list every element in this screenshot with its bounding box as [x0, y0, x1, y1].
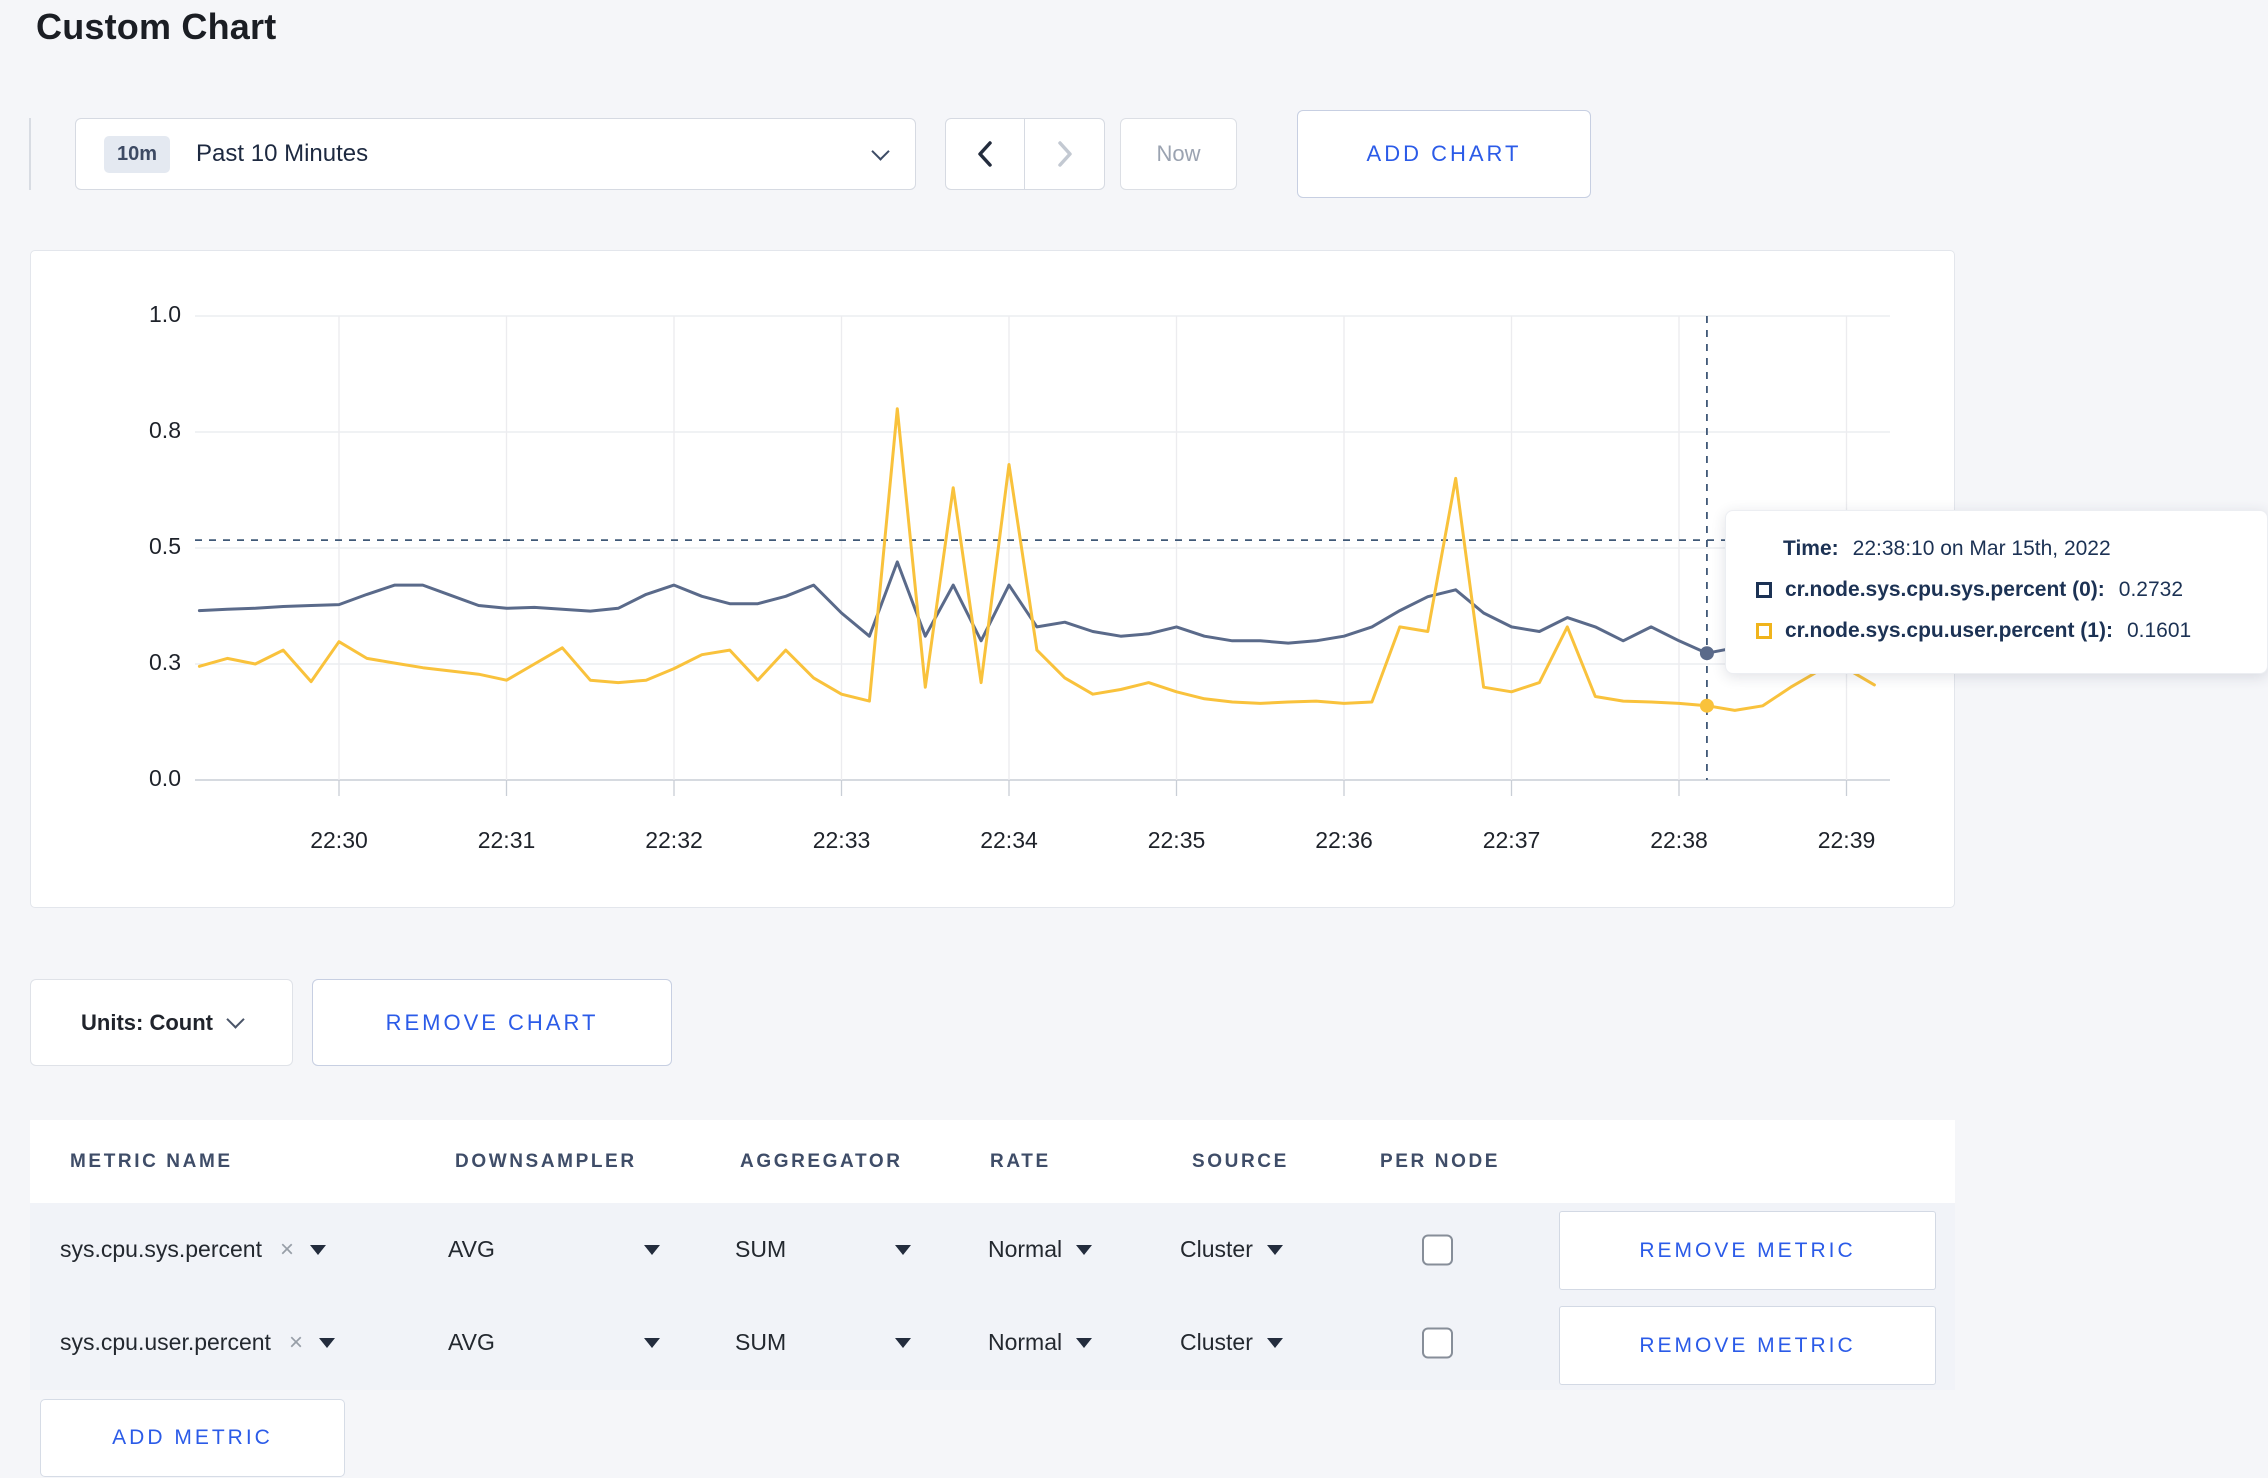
tooltip-series-value: 0.2732: [2118, 578, 2184, 601]
units-select[interactable]: Units: Count: [30, 979, 293, 1066]
svg-text:22:32: 22:32: [645, 827, 703, 853]
col-header-per-node: PER NODE: [1380, 1150, 1501, 1172]
caret-down-icon: [644, 1337, 660, 1348]
source-value: Cluster: [1180, 1329, 1253, 1355]
caret-down-icon: [895, 1337, 911, 1348]
aggregator-select[interactable]: SUM: [735, 1296, 911, 1389]
caret-down-icon: [309, 1244, 326, 1255]
caret-down-icon: [895, 1244, 911, 1255]
caret-down-icon: [1266, 1337, 1283, 1348]
controls-divider: [29, 118, 31, 190]
svg-text:0.8: 0.8: [149, 417, 181, 443]
svg-text:22:37: 22:37: [1483, 827, 1541, 853]
tooltip-time-label: Time:: [1783, 537, 1839, 560]
caret-down-icon: [1266, 1244, 1283, 1255]
svg-text:0.0: 0.0: [149, 765, 181, 791]
metrics-rows: sys.cpu.sys.percent × AVG SUM Normal Clu…: [30, 1203, 1955, 1390]
aggregator-select[interactable]: SUM: [735, 1203, 911, 1296]
source-select[interactable]: Cluster: [1180, 1203, 1283, 1296]
downsampler-value: AVG: [448, 1329, 495, 1355]
add-chart-button[interactable]: ADD CHART: [1297, 110, 1591, 198]
metrics-table-header: METRIC NAME DOWNSAMPLER AGGREGATOR RATE …: [30, 1120, 1955, 1203]
rate-select[interactable]: Normal: [988, 1296, 1093, 1389]
downsampler-select[interactable]: AVG: [448, 1203, 660, 1296]
metric-name: sys.cpu.sys.percent: [60, 1236, 262, 1262]
aggregator-value: SUM: [735, 1329, 787, 1355]
table-row: sys.cpu.user.percent × AVG SUM Normal Cl…: [30, 1296, 1955, 1389]
clear-metric-icon[interactable]: ×: [288, 1328, 303, 1356]
chevron-left-icon: [978, 141, 992, 167]
chevron-down-icon: [871, 141, 890, 161]
add-metric-button[interactable]: ADD METRIC: [40, 1399, 345, 1477]
svg-text:22:35: 22:35: [1148, 827, 1206, 853]
downsampler-value: AVG: [448, 1236, 495, 1262]
rate-value: Normal: [988, 1329, 1063, 1355]
series-sys-swatch-icon: [1756, 582, 1772, 598]
svg-text:0.3: 0.3: [149, 649, 181, 675]
per-node-checkbox[interactable]: [1422, 1234, 1453, 1265]
next-time-button[interactable]: [1025, 119, 1104, 189]
prev-time-button[interactable]: [946, 119, 1025, 189]
chart-tooltip: Time: 22:38:10 on Mar 15th, 2022 cr.node…: [1725, 510, 2268, 674]
svg-text:22:31: 22:31: [478, 827, 536, 853]
now-button[interactable]: Now: [1120, 118, 1237, 190]
remove-metric-button[interactable]: REMOVE METRIC: [1559, 1306, 1936, 1385]
units-label: Units: Count: [81, 1009, 213, 1035]
col-header-rate: RATE: [990, 1150, 1051, 1172]
svg-text:22:30: 22:30: [310, 827, 368, 853]
col-header-aggregator: AGGREGATOR: [740, 1150, 903, 1172]
series-user-swatch-icon: [1756, 623, 1772, 639]
svg-text:0.5: 0.5: [149, 533, 181, 559]
time-range-select[interactable]: 10m Past 10 Minutes: [75, 118, 916, 190]
caret-down-icon: [1076, 1244, 1093, 1255]
page-title: Custom Chart: [36, 6, 277, 47]
svg-text:22:34: 22:34: [980, 827, 1038, 853]
remove-metric-button[interactable]: REMOVE METRIC: [1559, 1211, 1936, 1290]
source-select[interactable]: Cluster: [1180, 1296, 1283, 1389]
col-header-source: SOURCE: [1192, 1150, 1289, 1172]
remove-chart-button[interactable]: REMOVE CHART: [312, 979, 672, 1066]
caret-down-icon: [644, 1244, 660, 1255]
source-value: Cluster: [1180, 1236, 1253, 1262]
col-header-metric-name: METRIC NAME: [70, 1150, 233, 1172]
tooltip-series-value: 0.1601: [2126, 619, 2192, 642]
downsampler-select[interactable]: AVG: [448, 1296, 660, 1389]
chart-card: [30, 250, 1955, 908]
col-header-downsampler: DOWNSAMPLER: [455, 1150, 637, 1172]
metric-name-select[interactable]: sys.cpu.user.percent ×: [60, 1296, 335, 1389]
tooltip-series-label: cr.node.sys.cpu.sys.percent (0):: [1785, 578, 2105, 601]
chevron-down-icon: [226, 1010, 245, 1029]
svg-text:22:36: 22:36: [1315, 827, 1373, 853]
rate-value: Normal: [988, 1236, 1063, 1262]
time-pager: [945, 118, 1105, 190]
svg-text:22:39: 22:39: [1818, 827, 1876, 853]
clear-metric-icon[interactable]: ×: [279, 1235, 294, 1263]
rate-select[interactable]: Normal: [988, 1203, 1093, 1296]
svg-text:22:38: 22:38: [1650, 827, 1708, 853]
caret-down-icon: [318, 1337, 335, 1348]
metric-name: sys.cpu.user.percent: [60, 1329, 271, 1355]
chevron-right-icon: [1057, 141, 1072, 167]
time-range-badge: 10m: [104, 135, 171, 173]
aggregator-value: SUM: [735, 1236, 787, 1262]
caret-down-icon: [1076, 1337, 1093, 1348]
svg-text:1.0: 1.0: [149, 301, 181, 327]
table-row: sys.cpu.sys.percent × AVG SUM Normal Clu…: [30, 1203, 1955, 1296]
svg-text:22:33: 22:33: [813, 827, 871, 853]
time-range-label: Past 10 Minutes: [196, 140, 369, 167]
metric-name-select[interactable]: sys.cpu.sys.percent ×: [60, 1203, 326, 1296]
tooltip-series-label: cr.node.sys.cpu.user.percent (1):: [1785, 619, 2113, 642]
per-node-checkbox[interactable]: [1422, 1327, 1453, 1358]
chart-canvas[interactable]: 0.0 0.3 0.5 0.8 1.0 22:30 22:31 22:32 22:33 22:34…: [30, 250, 1955, 908]
tooltip-time-value: 22:38:10 on Mar 15th, 2022: [1852, 537, 2111, 560]
